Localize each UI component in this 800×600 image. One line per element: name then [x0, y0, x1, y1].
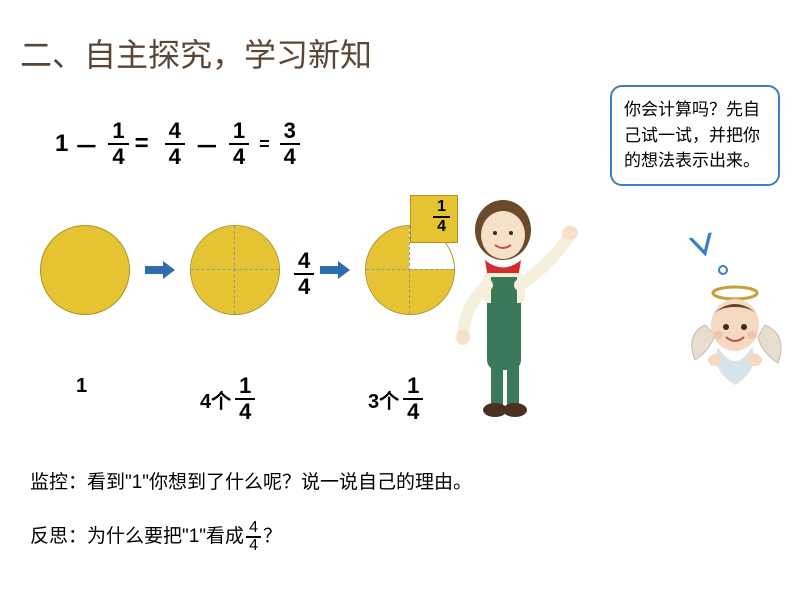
- frac-den: 4: [294, 276, 314, 298]
- circle-diagram-row: [40, 225, 455, 315]
- label-text: 3个: [368, 385, 399, 414]
- equation-row: 1 － 1 4 = 4 4 － 1 4 = 3 4: [55, 120, 304, 168]
- question-reflect: 反思：为什么要把"1"看成 4 4 ？: [30, 520, 282, 554]
- frac-den: 4: [165, 146, 185, 168]
- frac-1-4-a: 1 4: [108, 120, 128, 168]
- frac-den: 4: [235, 401, 255, 423]
- arrow-right-1: [145, 260, 175, 280]
- frac-den: 4: [229, 146, 249, 168]
- frac-1-4-b: 1 4: [229, 120, 249, 168]
- frac-num: 3: [280, 120, 300, 142]
- label-four-fourths: 4 4: [290, 250, 318, 298]
- circle-whole: [40, 225, 130, 315]
- frac-num: 4: [165, 120, 185, 142]
- frac-num: 1: [403, 375, 423, 397]
- frac-num: 1: [235, 375, 255, 397]
- removed-quarter-square: 1 4: [410, 195, 458, 243]
- arrow-right-2: [320, 260, 350, 280]
- frac-den: 4: [280, 146, 300, 168]
- frac-4-4: 4 4: [165, 120, 185, 168]
- speech-bubble-dot: [718, 265, 728, 275]
- speech-bubble: 你会计算吗？先自己试一试，并把你的想法表示出来。: [610, 85, 780, 186]
- frac-num: 4: [294, 250, 314, 272]
- frac-num: 1: [108, 120, 128, 142]
- frac-3-4: 3 4: [280, 120, 300, 168]
- equals-1: =: [135, 130, 149, 158]
- frac-den: 4: [433, 219, 450, 235]
- frac-num: 1: [229, 120, 249, 142]
- reflect-suffix: ？: [263, 524, 282, 551]
- circle-four-quarters: [190, 225, 280, 315]
- frac-num: 4: [246, 520, 261, 536]
- frac-den: 4: [246, 538, 261, 554]
- label-text: 4个: [200, 385, 231, 414]
- minus-op-2: －: [195, 127, 219, 162]
- frac-den: 4: [108, 146, 128, 168]
- speech-tail: [689, 232, 718, 259]
- bottom-label-2: 4个 1 4: [200, 375, 259, 423]
- frac-den: 4: [403, 401, 423, 423]
- label-text: 1: [76, 375, 87, 398]
- reflect-prefix: 反思：为什么要把"1"看成: [30, 524, 244, 551]
- bottom-label-1: 1: [76, 375, 87, 398]
- slide-title: 二、自主探究，学习新知: [20, 30, 372, 76]
- bottom-label-3: 3个 1 4: [368, 375, 427, 423]
- frac-num: 1: [433, 199, 450, 215]
- angel-character-illustration: [690, 285, 790, 395]
- equals-2: =: [259, 134, 270, 155]
- eq-lhs: 1: [55, 130, 68, 158]
- minus-op-1: －: [74, 127, 98, 162]
- child-character-illustration: [445, 195, 580, 425]
- question-monitor: 监控：看到"1"你想到了什么呢？说一说自己的理由。: [30, 470, 472, 497]
- inline-frac-4-4: 4 4: [246, 520, 261, 554]
